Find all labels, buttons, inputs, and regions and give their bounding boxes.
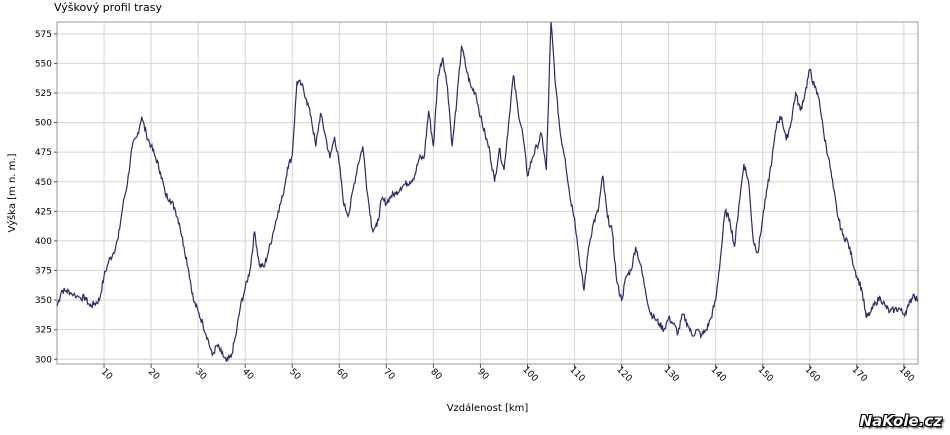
x-tick-label: 10 (99, 367, 114, 382)
y-tick-label: 375 (35, 267, 52, 277)
x-tick-label: 40 (240, 367, 255, 382)
x-tick-label: 150 (756, 365, 775, 384)
x-tick-label: 70 (381, 367, 396, 382)
x-tick-label: 60 (334, 367, 349, 382)
x-tick-label: 20 (146, 367, 161, 382)
y-tick-label: 325 (35, 326, 52, 336)
y-tick-label: 550 (35, 59, 52, 69)
y-tick-label: 300 (35, 355, 52, 365)
x-tick-label: 140 (708, 365, 727, 384)
x-tick-label: 90 (475, 367, 490, 382)
x-tick-label: 80 (428, 367, 443, 382)
x-tick-label: 120 (614, 365, 633, 384)
elevation-line (56, 21, 919, 362)
y-axis-label: Výška [m n. m.] (6, 153, 18, 232)
x-tick-label: 130 (661, 365, 680, 384)
y-tick-label: 575 (35, 30, 52, 40)
chart-title: Výškový profil trasy (54, 1, 162, 14)
y-tick-label: 350 (35, 296, 52, 306)
y-tick-label: 525 (35, 89, 52, 99)
x-tick-label: 170 (850, 365, 869, 384)
x-tick-label: 110 (567, 365, 586, 384)
x-tick-labels: 10 20 30 40 50 60 70 80 90 100 110 120 130 140 150 160 1… (99, 364, 916, 384)
y-tick-label: 450 (35, 178, 52, 188)
x-tick-label: 100 (520, 365, 539, 384)
y-gridlines (57, 33, 918, 360)
y-tick-label: 500 (35, 119, 52, 129)
y-tick-label: 425 (35, 207, 52, 217)
nakole-logo: NaKole.cz (859, 412, 942, 430)
x-tick-label: 50 (287, 367, 302, 382)
plot-frame (56, 21, 919, 365)
x-tick-label: 180 (897, 365, 916, 384)
y-tick-labels: 300 325 350 375 400 425 450 475 500 525 550 575 (35, 30, 57, 365)
x-axis-label: Vzdálenost [km] (447, 402, 529, 414)
x-gridlines (103, 22, 905, 364)
y-tick-label: 475 (35, 148, 52, 158)
y-tick-label: 400 (35, 237, 52, 247)
x-tick-label: 160 (803, 365, 822, 384)
x-tick-label: 30 (193, 367, 208, 382)
